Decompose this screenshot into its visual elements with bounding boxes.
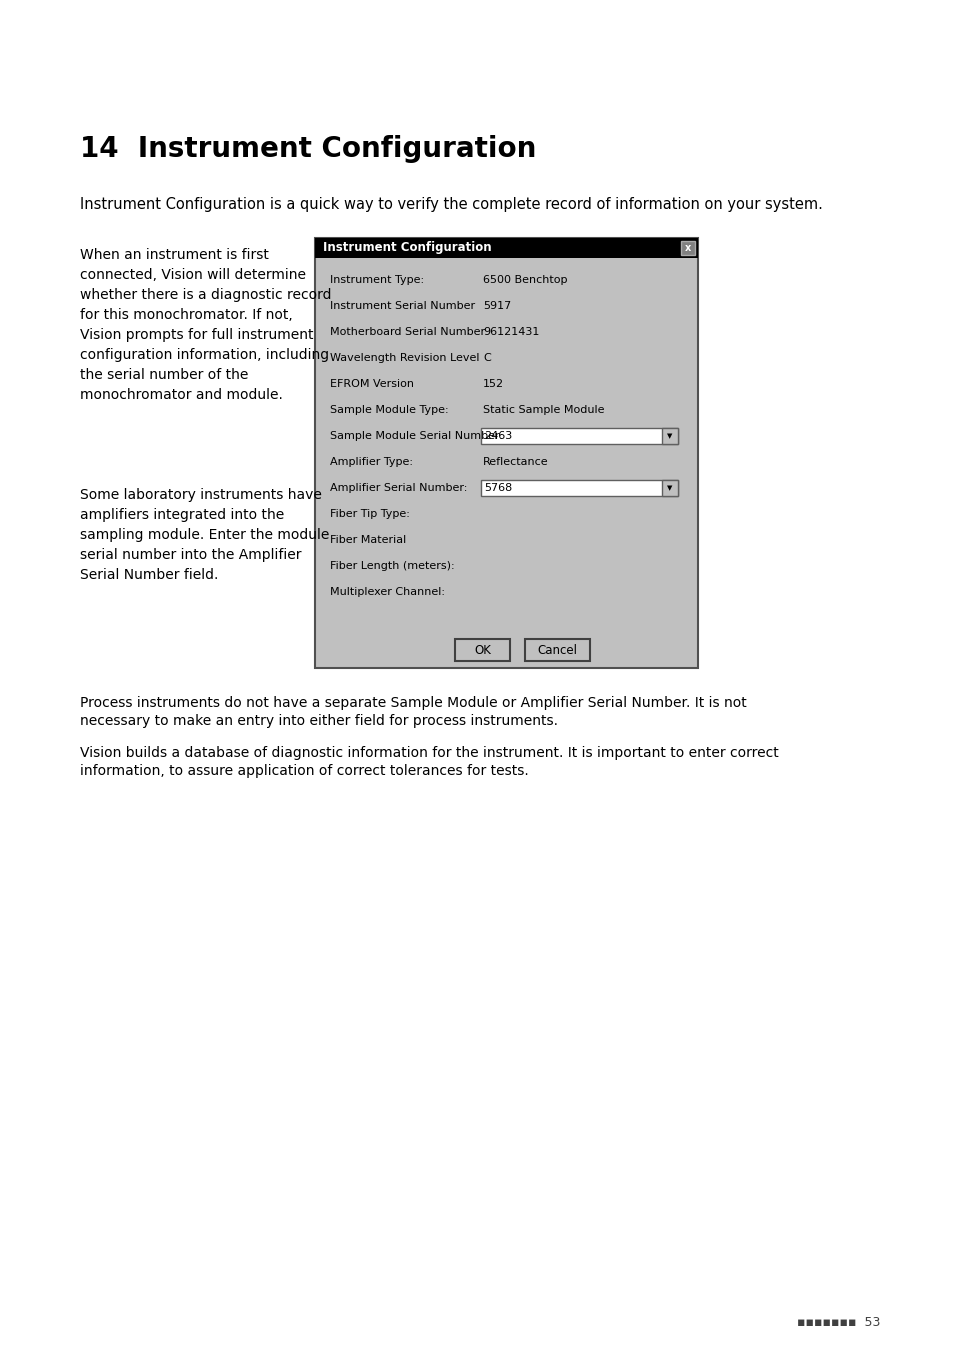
Text: 5768: 5768 [483,483,512,493]
Text: Instrument Type:: Instrument Type: [330,275,424,285]
Text: 14  Instrument Configuration: 14 Instrument Configuration [80,135,536,163]
Text: ▼: ▼ [666,433,672,439]
Text: EFROM Version: EFROM Version [330,379,414,389]
Text: ▪▪▪▪▪▪▪  53: ▪▪▪▪▪▪▪ 53 [796,1315,879,1328]
Bar [524,639,589,662]
Text: Fiber Tip Type:: Fiber Tip Type: [330,509,410,518]
Bar [680,242,695,255]
Text: Wavelength Revision Level: Wavelength Revision Level [330,352,479,363]
Text: Motherboard Serial Number: Motherboard Serial Number [330,327,485,338]
Text: When an instrument is first
connected, Vision will determine
whether there is a : When an instrument is first connected, V… [80,248,331,402]
Text: Static Sample Module: Static Sample Module [482,405,604,414]
Bar [480,428,678,444]
Bar [314,238,698,668]
Text: information, to assure application of correct tolerances for tests.: information, to assure application of co… [80,764,528,778]
Text: Reflectance: Reflectance [482,458,548,467]
Text: Instrument Serial Number: Instrument Serial Number [330,301,475,310]
Bar [455,639,510,662]
Text: Process instruments do not have a separate Sample Module or Amplifier Serial Num: Process instruments do not have a separa… [80,697,746,710]
Text: ▼: ▼ [666,485,672,491]
Text: Instrument Configuration: Instrument Configuration [323,242,491,255]
Text: Fiber Material: Fiber Material [330,535,406,545]
Text: Cancel: Cancel [537,644,577,656]
Text: Some laboratory instruments have
amplifiers integrated into the
sampling module.: Some laboratory instruments have amplifi… [80,487,329,582]
Text: necessary to make an entry into either field for process instruments.: necessary to make an entry into either f… [80,714,558,728]
Text: C: C [482,352,490,363]
Text: Instrument Configuration is a quick way to verify the complete record of informa: Instrument Configuration is a quick way … [80,197,822,212]
Text: Fiber Length (meters):: Fiber Length (meters): [330,562,455,571]
Bar [480,481,678,495]
Text: Multiplexer Channel:: Multiplexer Channel: [330,587,444,597]
Text: OK: OK [474,644,491,656]
Text: Amplifier Type:: Amplifier Type: [330,458,413,467]
Bar [314,238,698,258]
Text: Vision builds a database of diagnostic information for the instrument. It is imp: Vision builds a database of diagnostic i… [80,747,778,760]
Text: 96121431: 96121431 [482,327,538,338]
Text: Sample Module Type:: Sample Module Type: [330,405,448,414]
Text: 5917: 5917 [482,301,511,310]
Text: Amplifier Serial Number:: Amplifier Serial Number: [330,483,467,493]
Text: 152: 152 [482,379,503,389]
Bar [661,481,678,495]
Text: Sample Module Serial Number:: Sample Module Serial Number: [330,431,502,441]
Bar [661,428,678,444]
Text: x: x [684,243,690,252]
Text: 2463: 2463 [483,431,512,441]
Text: 6500 Benchtop: 6500 Benchtop [482,275,567,285]
